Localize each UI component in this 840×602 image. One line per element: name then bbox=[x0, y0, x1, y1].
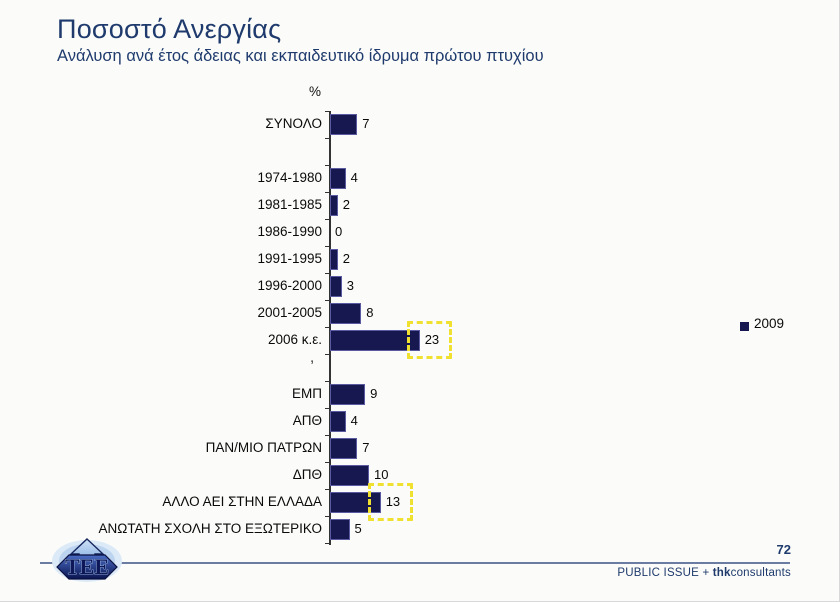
bar-category-label: 1986-1990 bbox=[257, 224, 322, 239]
axis-tick bbox=[325, 164, 329, 166]
logo-hexagon bbox=[56, 554, 118, 580]
credit-brand-bold: thk bbox=[712, 567, 731, 579]
axis-tick bbox=[325, 326, 329, 328]
axis-tick bbox=[325, 434, 329, 436]
bar-value-label: 7 bbox=[362, 116, 370, 131]
bar-value-label: 0 bbox=[335, 224, 343, 239]
axis-tick bbox=[325, 272, 329, 274]
footer-divider-line bbox=[40, 562, 790, 564]
highlight-box bbox=[406, 321, 452, 359]
bar-value-label: 2 bbox=[342, 197, 351, 212]
axis-unit-label: % bbox=[308, 84, 321, 99]
bar-category-label: ΕΜΠ bbox=[292, 386, 322, 401]
bar bbox=[330, 113, 358, 135]
bar bbox=[330, 518, 350, 540]
bar-category-label: 1991-1995 bbox=[257, 251, 322, 266]
bar-value-label: 4 bbox=[350, 170, 358, 185]
bar bbox=[330, 302, 362, 324]
bar-value-label: 8 bbox=[366, 305, 374, 320]
credit-prefix: PUBLIC ISSUE + bbox=[617, 567, 713, 579]
page-title: Ποσοστό Ανεργίας bbox=[57, 14, 282, 44]
bar bbox=[330, 248, 338, 270]
bar-value-label: 23 bbox=[424, 332, 440, 347]
page-number: 72 bbox=[776, 542, 791, 557]
highlight-box bbox=[367, 483, 413, 521]
bar-category-label: 1981-1985 bbox=[257, 197, 322, 212]
axis-tick bbox=[325, 137, 329, 139]
bar-category-label: ΑΛΛΟ ΑΕΙ ΣΤΗΝ ΕΛΛΑΔΑ bbox=[162, 494, 322, 509]
bar bbox=[330, 167, 346, 189]
bar-value-label: 5 bbox=[354, 521, 362, 536]
bar-category-label: 2001-2005 bbox=[257, 305, 322, 320]
legend-label: 2009 bbox=[754, 316, 785, 331]
bar-category-label: ΑΝΩΤΑΤΗ ΣΧΟΛΗ ΣΤΟ ΕΞΩΤΕΡΙΚΟ bbox=[98, 521, 322, 536]
bar bbox=[330, 194, 338, 216]
bar-category-label: ΣΥΝΟΛΟ bbox=[265, 116, 322, 131]
axis-tick bbox=[325, 461, 329, 463]
axis-tick bbox=[325, 515, 329, 517]
axis-tick bbox=[325, 407, 329, 409]
axis-tick bbox=[325, 110, 329, 112]
bar bbox=[330, 437, 358, 459]
bar bbox=[330, 329, 420, 351]
bar-category-label: ΠΑΝ/ΜΙΟ ΠΑΤΡΩΝ bbox=[205, 440, 322, 455]
bar-value-label: 10 bbox=[374, 467, 389, 482]
bar-category-label: 1996-2000 bbox=[257, 278, 322, 293]
page-subtitle: Ανάλυση ανά έτος άδειας και εκπαιδευτικό… bbox=[57, 47, 544, 65]
bar-category-label: 2006 κ.ε. bbox=[267, 332, 322, 347]
credit-line: PUBLIC ISSUE + thkconsultants bbox=[617, 567, 791, 579]
axis-tick bbox=[325, 380, 329, 382]
bar bbox=[330, 275, 342, 297]
bar-value-label: 3 bbox=[346, 278, 354, 293]
bar bbox=[330, 464, 369, 486]
axis-tick bbox=[325, 245, 329, 247]
axis-tick bbox=[325, 218, 329, 220]
y-axis bbox=[329, 110, 331, 545]
axis-tick bbox=[325, 299, 329, 301]
footnote-mark: , bbox=[310, 349, 315, 366]
axis-tick bbox=[325, 488, 329, 490]
bar-value-label: 9 bbox=[370, 386, 378, 401]
tee-logo: TEE bbox=[52, 538, 122, 582]
axis-tick bbox=[325, 191, 329, 193]
bar-value-label: 13 bbox=[385, 494, 401, 509]
axis-tick bbox=[325, 542, 329, 544]
bar bbox=[330, 383, 366, 405]
logo-letters: TEE bbox=[65, 554, 109, 579]
bar-category-label: 1974-1980 bbox=[257, 170, 322, 185]
bar-value-label: 7 bbox=[362, 440, 370, 455]
legend-swatch bbox=[740, 322, 749, 331]
credit-suffix: consultants bbox=[730, 567, 791, 579]
bar-category-label: ΔΠΘ bbox=[292, 467, 322, 482]
bar-value-label: 4 bbox=[350, 413, 358, 428]
bar-value-label: 2 bbox=[342, 251, 351, 266]
axis-tick bbox=[325, 353, 329, 355]
bar bbox=[330, 410, 346, 432]
bar-category-label: ΑΠΘ bbox=[292, 413, 322, 428]
